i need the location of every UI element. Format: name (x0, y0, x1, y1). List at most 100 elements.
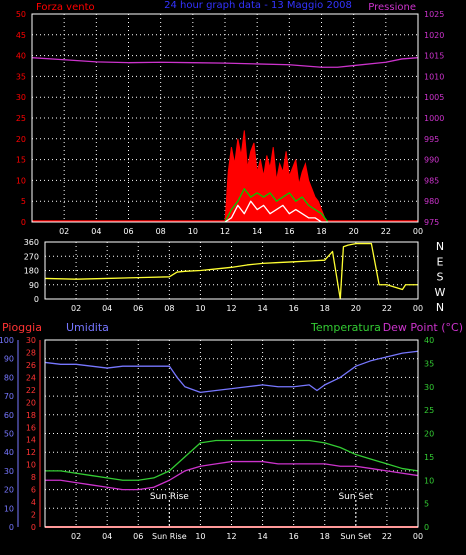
direction-y-tick-label: 270 (24, 252, 39, 261)
compass-label: N (436, 301, 444, 314)
sun-annotation-label: Sun Set (338, 492, 373, 502)
pressure-line (31, 57, 419, 68)
x-tick-label: 08 (164, 304, 174, 313)
compass-label: N (436, 240, 444, 253)
pressure-y-tick-label: 990 (424, 156, 439, 165)
rain-y-tick-label: 14 (26, 436, 36, 445)
wind-y-tick-label: 5 (21, 197, 26, 206)
x-tick-label: 22 (382, 532, 392, 541)
wind-y-tick-label: 40 (16, 52, 26, 61)
rain-y-tick-label: 4 (31, 498, 36, 507)
direction-panel-frame (44, 241, 419, 300)
temperature-panel-frame (44, 339, 419, 528)
x-tick-label: 08 (156, 227, 166, 236)
direction-y-ticks: 0 90 180 270 360 (24, 238, 39, 304)
rain-y-tick-label: 10 (26, 461, 36, 470)
humidity-y-tick-label: 10 (4, 504, 14, 513)
temperature-y-tick-label: 20 (424, 430, 434, 439)
direction-x-ticks: 02 04 06 08 10 12 14 16 18 20 22 00 (71, 304, 423, 313)
x-tick-label: 12 (226, 532, 236, 541)
x-tick-label: 22 (382, 304, 392, 313)
rain-y-tick-label: 24 (26, 373, 36, 382)
x-tick-label: 00 (413, 532, 423, 541)
pressure-y-tick-label: 1015 (424, 52, 444, 61)
wind-y-tick-label: 0 (21, 218, 26, 227)
x-tick-label: 04 (102, 532, 112, 541)
humidity-y-tick-label: 80 (4, 373, 14, 382)
rain-y-tick-label: 12 (26, 448, 36, 457)
rain-y-tick-label: 22 (26, 386, 36, 395)
x-tick-label: 00 (413, 304, 423, 313)
rain-y-tick-label: 20 (26, 398, 36, 407)
pressure-y-tick-label: 980 (424, 197, 439, 206)
x-tick-label: 06 (123, 227, 133, 236)
x-tick-label: 10 (188, 227, 198, 236)
compass-label: W (435, 286, 446, 299)
direction-y-tick-label: 0 (34, 295, 39, 304)
x-tick-label: 14 (252, 227, 262, 236)
wind-y-tick-label: 35 (16, 72, 26, 81)
temperature-y-ticks: 0 5 10 15 20 25 30 35 40 (424, 336, 434, 532)
temperature-y-tick-label: 0 (424, 523, 429, 532)
rain-y-tick-label: 8 (31, 473, 36, 482)
wind-axis-label: Forza vento (36, 2, 95, 13)
temperature-axis-label: Temperatura (310, 321, 381, 334)
humidity-y-tick-label: 60 (4, 411, 14, 420)
pressure-y-tick-label: 1005 (424, 93, 444, 102)
pressure-y-tick-label: 1010 (424, 72, 444, 81)
x-tick-label: 02 (59, 227, 69, 236)
wind-y-tick-label: 20 (16, 135, 26, 144)
x-tick-label: 18 (320, 532, 330, 541)
wind-panel-frame (31, 13, 419, 223)
temperature-line (45, 439, 419, 481)
wind-gust-line (224, 188, 329, 223)
wind-pressure-panel: Forza vento 24 hour graph data - 13 Magg… (16, 0, 445, 236)
humidity-y-tick-label: 20 (4, 486, 14, 495)
rain-axis-label: Pioggia (2, 321, 42, 334)
wind-panel-grid (32, 14, 418, 222)
rain-y-tick-label: 28 (26, 348, 36, 357)
pressure-y-tick-label: 975 (424, 218, 439, 227)
sun-annotations: Sun Rise Sun Set (150, 492, 374, 527)
rain-y-tick-label: 26 (26, 361, 36, 370)
x-tick-label: 16 (289, 532, 299, 541)
pressure-y-ticks: 975 980 985 990 995 1000 1005 1010 1015 1020 1025 (424, 10, 444, 227)
pressure-y-tick-label: 995 (424, 135, 439, 144)
wind-y-ticks: 0 5 10 15 20 25 30 35 40 45 50 (16, 10, 26, 227)
x-tick-label: 10 (195, 304, 205, 313)
rain-y-tick-label: 16 (26, 423, 36, 432)
temperature-y-tick-label: 40 (424, 336, 434, 345)
compass-label: E (437, 255, 444, 268)
x-tick-label: Sun Rise (152, 532, 187, 541)
x-tick-label: 04 (91, 227, 101, 236)
temperature-humidity-panel: Pioggia Umidita Temperatura Dew Point (°… (0, 321, 463, 541)
x-tick-label: 12 (226, 304, 236, 313)
x-tick-label: 02 (71, 532, 81, 541)
x-tick-label: 18 (316, 227, 326, 236)
x-tick-label: 06 (133, 304, 143, 313)
humidity-y-tick-label: 50 (4, 430, 14, 439)
temperature-y-tick-label: 10 (424, 476, 434, 485)
wind-x-ticks: 02 04 06 08 10 12 14 16 18 20 22 00 (59, 227, 423, 236)
temperature-y-tick-label: 5 (424, 500, 429, 509)
wind-y-tick-label: 15 (16, 156, 26, 165)
x-tick-label: 12 (220, 227, 230, 236)
temperature-y-tick-label: 15 (424, 453, 434, 462)
pressure-y-tick-label: 1020 (424, 31, 444, 40)
temperature-y-tick-label: 25 (424, 406, 434, 415)
wind-speed-area (224, 130, 329, 223)
wind-y-tick-label: 25 (16, 114, 26, 123)
x-tick-label: 20 (351, 304, 361, 313)
humidity-y-tick-label: 40 (4, 448, 14, 457)
x-tick-label: 14 (257, 304, 267, 313)
pressure-axis-label: Pressione (368, 2, 416, 13)
rain-y-tick-label: 0 (31, 523, 36, 532)
pressure-y-tick-label: 985 (424, 176, 439, 185)
humidity-y-tick-label: 30 (4, 467, 14, 476)
x-tick-label: 22 (381, 227, 391, 236)
x-tick-label: 10 (195, 532, 205, 541)
temperature-y-tick-label: 35 (424, 359, 434, 368)
direction-y-tick-label: 360 (24, 238, 39, 247)
